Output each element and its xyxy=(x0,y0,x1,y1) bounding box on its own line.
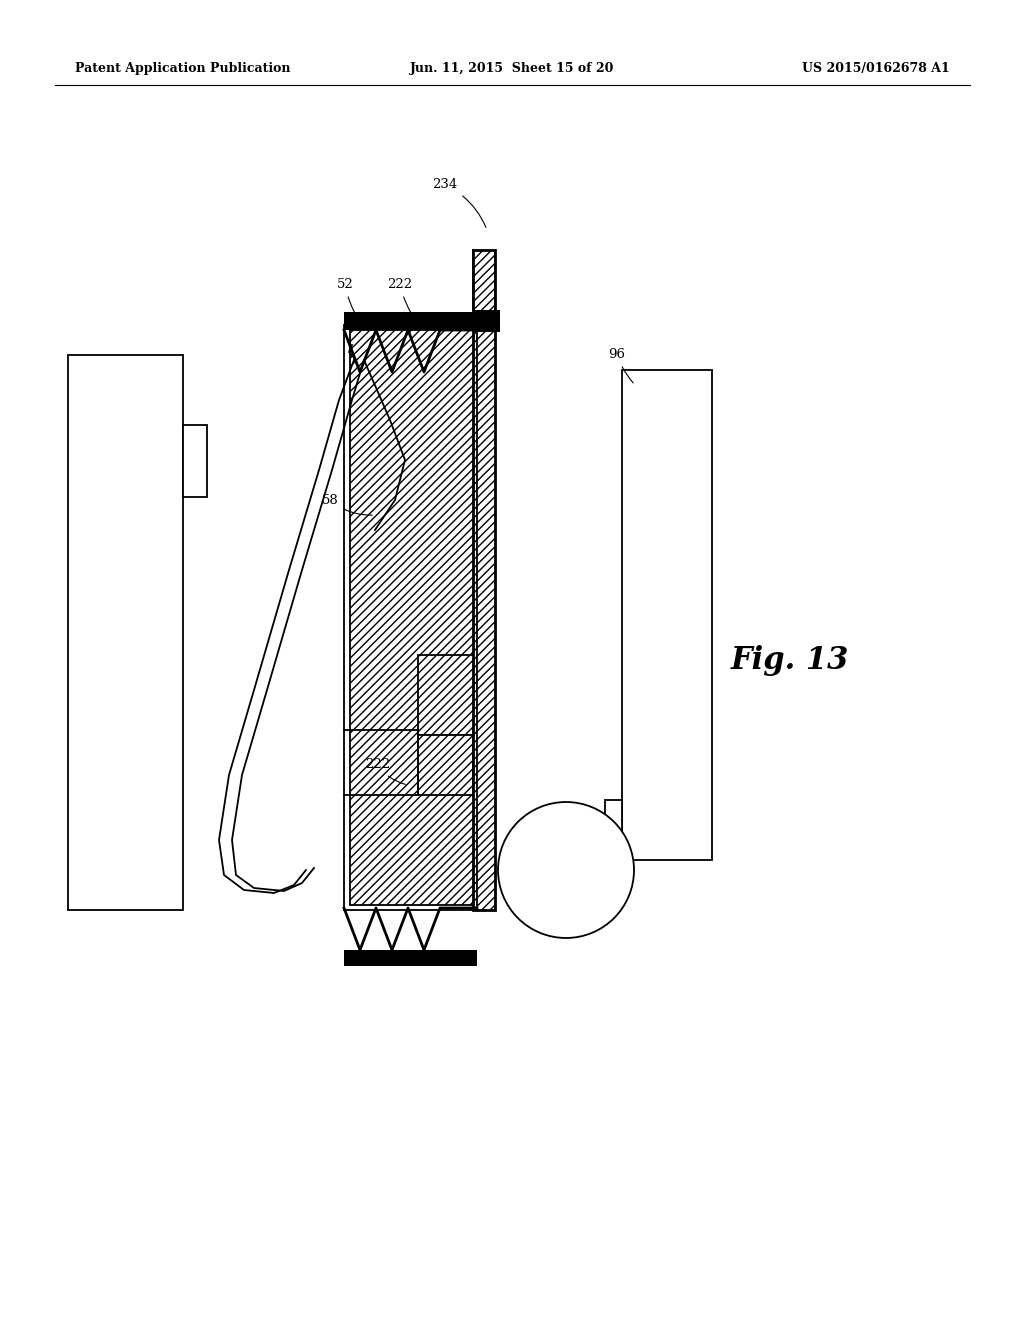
Bar xyxy=(605,800,622,847)
Text: 234: 234 xyxy=(432,178,486,227)
Bar xyxy=(68,355,183,909)
Bar xyxy=(418,735,473,795)
Text: 58: 58 xyxy=(322,494,373,515)
Text: 96: 96 xyxy=(608,348,633,383)
Bar xyxy=(344,312,477,330)
Bar xyxy=(622,370,712,861)
Text: Patent Application Publication: Patent Application Publication xyxy=(75,62,291,75)
Text: Jun. 11, 2015  Sheet 15 of 20: Jun. 11, 2015 Sheet 15 of 20 xyxy=(410,62,614,75)
Text: US 2015/0162678 A1: US 2015/0162678 A1 xyxy=(802,62,950,75)
Text: 222: 222 xyxy=(366,759,406,784)
Circle shape xyxy=(498,803,634,939)
Bar xyxy=(418,655,473,735)
Bar xyxy=(473,249,495,909)
Bar xyxy=(473,310,500,333)
Text: 222: 222 xyxy=(387,279,419,325)
Text: 52: 52 xyxy=(337,279,361,325)
Bar xyxy=(183,425,207,498)
Text: Fig. 13: Fig. 13 xyxy=(731,644,849,676)
Bar xyxy=(344,325,477,909)
Bar xyxy=(350,330,473,906)
Bar xyxy=(344,950,477,966)
